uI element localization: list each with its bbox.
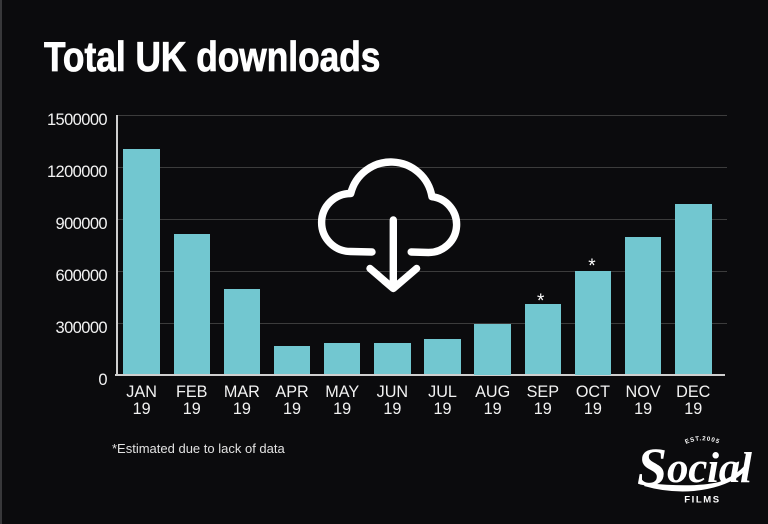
svg-text:EST.2005: EST.2005 [684, 435, 721, 445]
svg-text:FILMS: FILMS [684, 494, 721, 505]
